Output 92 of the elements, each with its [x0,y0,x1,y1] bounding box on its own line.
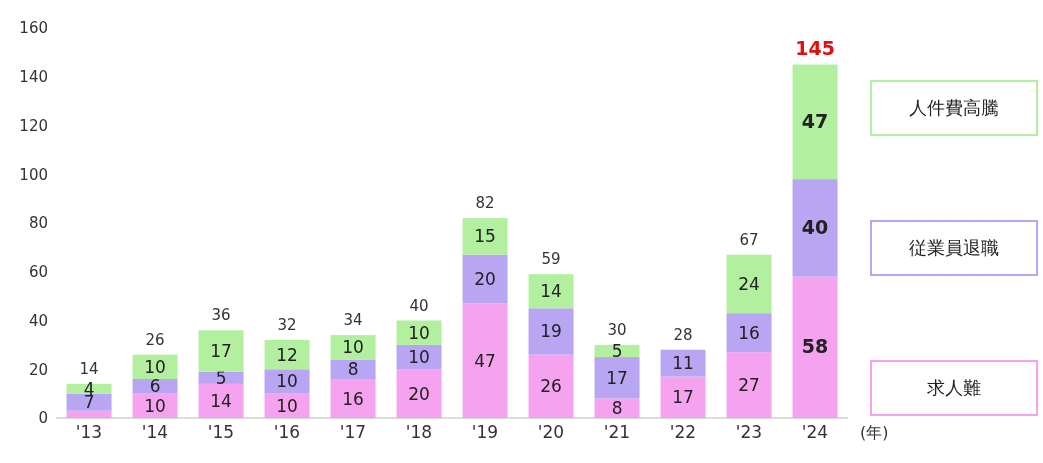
bar [792,179,838,277]
total-label: 145 [795,36,835,59]
y-tick-label: 140 [19,68,48,87]
bar [528,308,574,355]
x-tick-label: '17 [339,422,367,443]
data-label: 10 [144,395,166,416]
text: 人件費高騰 [870,80,1038,136]
data-label: 58 [801,335,829,358]
y-tick-label: 120 [19,116,48,135]
y-tick-label: 20 [28,360,48,379]
total-label: 28 [673,325,693,344]
y-tick-label: 100 [19,165,48,184]
data-label: 24 [738,273,760,294]
x-axis-title: (年) [860,422,889,442]
bar [726,352,772,418]
total-label: 82 [475,194,495,213]
y-tick-label: 160 [19,19,48,38]
bar [528,354,574,418]
bar [396,369,442,418]
x-tick-label: '21 [603,422,631,443]
data-label: 40 [801,215,829,238]
bar [594,357,640,399]
x-tick-label: '23 [735,422,763,443]
text: 従業員退職 [870,220,1038,276]
bar [132,379,178,394]
x-tick-label: '24 [801,422,829,443]
data-label: 10 [276,371,298,392]
data-label: 47 [801,109,829,132]
data-label: 17 [606,367,628,388]
total-label: 67 [739,230,759,249]
bar [198,330,244,372]
data-label: 12 [276,344,298,365]
data-label: 5 [611,340,623,361]
x-tick-label: '19 [471,422,499,443]
data-label: 16 [342,388,364,409]
data-label: 10 [342,337,364,358]
x-tick-label: '16 [273,422,301,443]
data-label: 14 [540,281,562,302]
data-label: 26 [540,376,562,397]
data-label: 10 [144,356,166,377]
data-label: 47 [474,350,496,371]
y-tick-label: 40 [28,311,48,330]
bar [792,276,838,418]
bar [528,274,574,309]
data-label: 8 [611,398,623,419]
bar [66,383,112,394]
bar [726,254,772,314]
data-label: 16 [738,322,760,343]
total-label: 32 [277,316,297,334]
data-label: 17 [210,340,232,361]
text: 求人難 [870,360,1038,416]
x-tick-label: '20 [537,422,565,443]
x-tick-label: '15 [207,422,235,443]
bar [726,313,772,353]
bar [264,369,310,394]
data-label: 10 [408,347,430,368]
bar [264,340,310,370]
y-tick-label: 80 [28,214,48,233]
data-label: 20 [408,383,430,404]
data-label: 8 [347,359,359,380]
data-label: 15 [474,226,496,247]
data-label: 14 [210,390,232,411]
bar [462,303,508,418]
bar [792,64,838,180]
y-tick-label: 60 [28,263,48,282]
x-tick-label: '14 [141,422,169,443]
y-tick-label: 0 [38,409,48,428]
data-label: 27 [738,375,760,396]
x-tick-label: '13 [75,422,103,443]
total-label: 40 [409,296,429,315]
bar [660,349,706,377]
bar [462,218,508,255]
total-label: 59 [541,250,561,269]
total-label: 34 [343,311,363,330]
data-label: 10 [408,322,430,343]
bar [330,379,376,418]
data-label: 17 [672,387,694,408]
x-tick-label: '18 [405,422,433,443]
bar [660,376,706,418]
data-label: 5 [215,367,227,388]
data-label: 11 [672,353,694,374]
total-label: 26 [145,330,165,349]
total-label: 30 [607,320,627,339]
data-label: 20 [474,269,496,290]
data-label: 6 [149,376,161,397]
x-tick-label: '22 [669,422,697,443]
data-label: 10 [276,395,298,416]
total-label: 36 [211,306,231,325]
bar [330,335,376,360]
total-label: 14 [79,359,99,378]
data-label: 19 [540,321,562,342]
bar [462,254,508,304]
